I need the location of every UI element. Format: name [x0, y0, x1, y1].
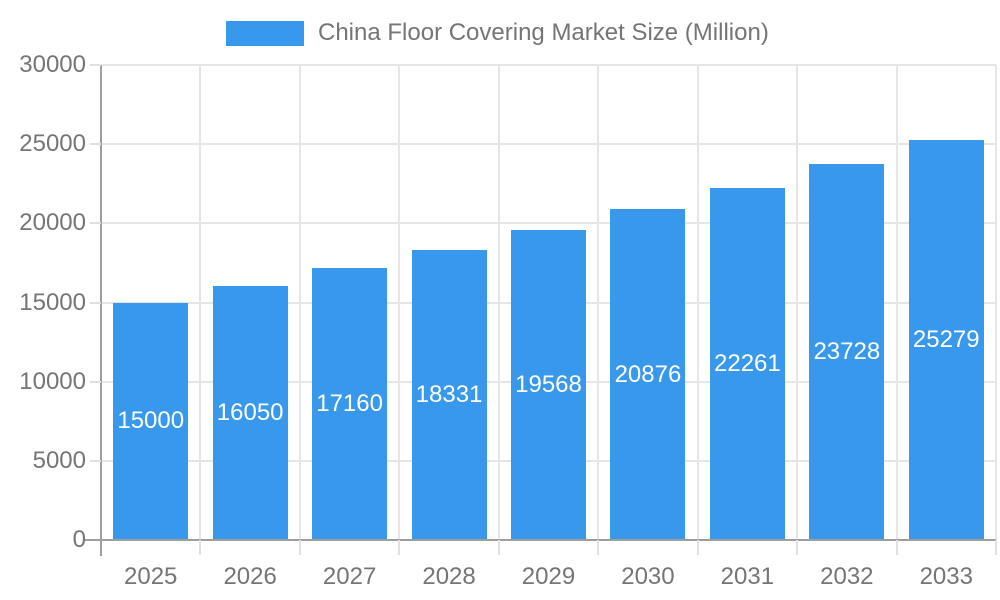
- x-axis-line: [85, 539, 996, 541]
- x-gridline: [796, 65, 799, 540]
- x-axis-label: 2030: [621, 563, 675, 590]
- x-axis-label: 2031: [720, 563, 775, 590]
- bar[interactable]: [411, 249, 487, 540]
- bar[interactable]: [610, 209, 686, 540]
- legend-label: China Floor Covering Market Size (Millio…: [318, 19, 769, 46]
- y-tick: [90, 380, 101, 383]
- x-axis-label: 2025: [124, 563, 178, 590]
- y-axis-label: 10000: [19, 367, 86, 395]
- bar-value-label: 20876: [614, 360, 682, 388]
- bar[interactable]: [312, 268, 388, 540]
- x-gridline: [696, 65, 699, 540]
- bar-value-label: 23728: [813, 338, 881, 366]
- bar-value-label: 17160: [316, 390, 383, 418]
- bar-value-label: 18331: [415, 380, 483, 408]
- x-axis-label: 2026: [223, 563, 277, 590]
- y-axis-label: 25000: [19, 130, 86, 158]
- bar[interactable]: [709, 187, 785, 540]
- plot-area: 15000 16050 17160 18331 19568 20876 22261 23728…: [101, 64, 997, 540]
- x-tick: [298, 540, 301, 555]
- x-gridline: [398, 65, 401, 540]
- y-tick: [90, 64, 101, 66]
- x-tick: [995, 540, 997, 555]
- x-tick: [796, 540, 799, 555]
- y-axis-label: 5000: [32, 446, 86, 474]
- legend-swatch: [226, 20, 304, 46]
- x-gridline: [597, 65, 600, 540]
- x-gridline: [895, 65, 898, 540]
- bar[interactable]: [809, 164, 885, 540]
- x-axis-label: 2027: [322, 563, 377, 590]
- x-gridline: [995, 65, 997, 540]
- y-axis-label: 0: [72, 526, 86, 553]
- bar-value-label: 15000: [117, 407, 185, 435]
- bar[interactable]: [908, 139, 984, 540]
- y-gridline: [101, 143, 996, 146]
- y-tick: [90, 459, 101, 462]
- bar-value-label: 16050: [216, 398, 284, 426]
- x-gridline: [199, 65, 202, 540]
- x-axis-label: 2029: [521, 563, 576, 590]
- bar-value-label: 25279: [912, 325, 980, 353]
- y-tick: [90, 301, 101, 304]
- x-tick: [398, 540, 401, 555]
- bar[interactable]: [511, 230, 586, 540]
- bar[interactable]: [212, 285, 288, 540]
- y-tick: [90, 222, 101, 225]
- y-axis-label: 30000: [19, 51, 86, 78]
- y-axis-label: 20000: [19, 209, 86, 237]
- y-axis-line: [100, 65, 102, 556]
- x-tick: [199, 540, 202, 555]
- y-gridline: [101, 222, 996, 225]
- x-axis-label: 2028: [422, 563, 476, 590]
- x-tick: [696, 540, 699, 555]
- x-tick: [895, 540, 898, 555]
- legend[interactable]: China Floor Covering Market Size (Millio…: [226, 20, 769, 46]
- x-axis-label: 2033: [919, 563, 973, 590]
- bar[interactable]: [113, 302, 189, 540]
- x-tick: [497, 540, 500, 555]
- x-tick: [597, 540, 600, 555]
- x-gridline: [298, 65, 301, 540]
- bar-value-label: 22261: [714, 349, 781, 377]
- y-axis-label: 15000: [19, 288, 86, 316]
- bar-value-label: 19568: [515, 371, 582, 399]
- x-axis-label: 2032: [820, 563, 874, 590]
- y-gridline: [101, 64, 996, 66]
- x-gridline: [497, 65, 500, 540]
- y-tick: [90, 143, 101, 146]
